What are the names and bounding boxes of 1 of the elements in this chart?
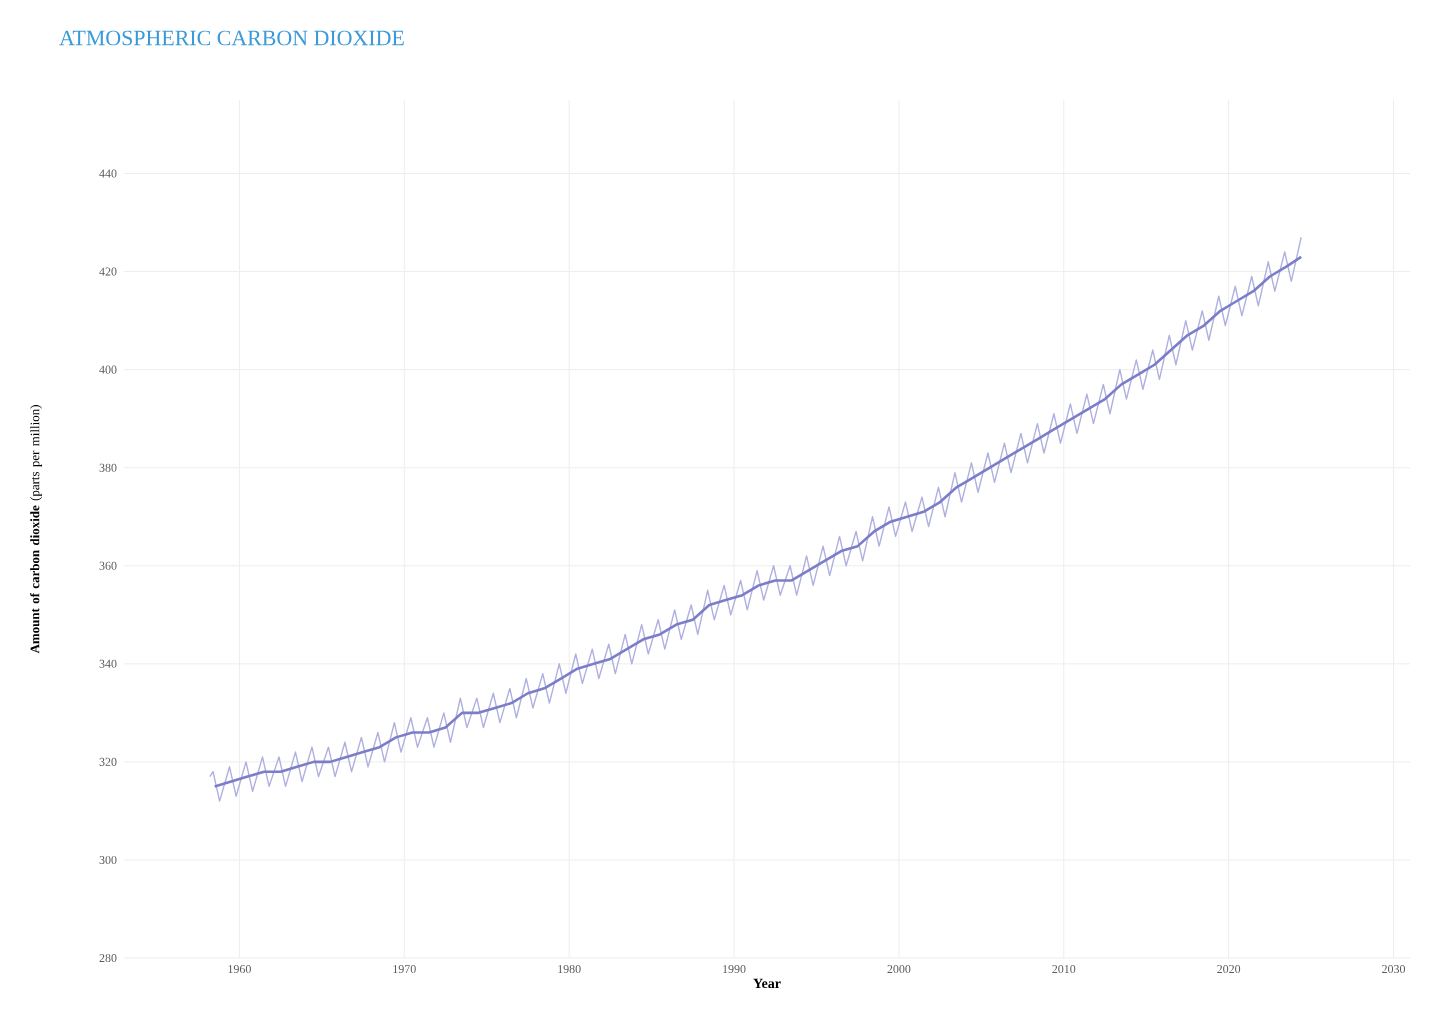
chart-title: ATMOSPHERIC CARBON DIOXIDE <box>59 30 404 46</box>
